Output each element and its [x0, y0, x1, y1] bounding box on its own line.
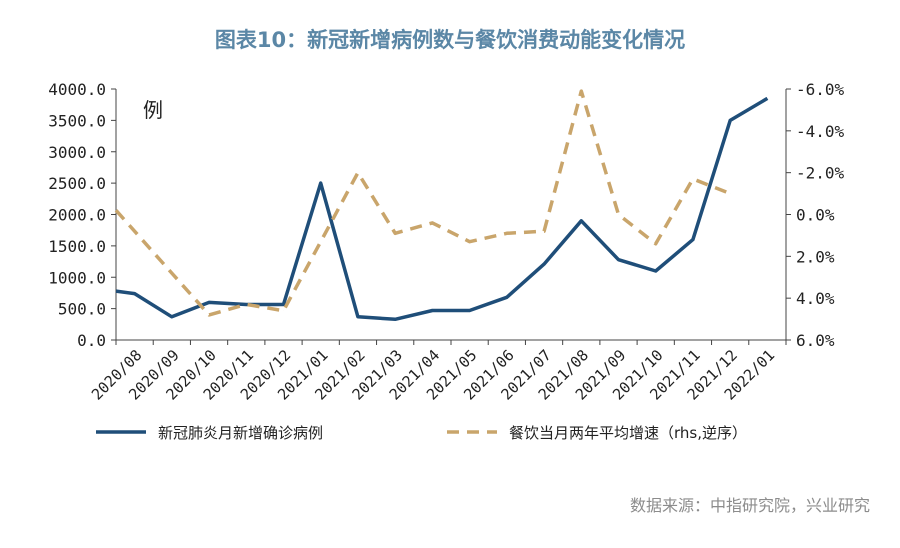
right-tick-label: -4.0%: [796, 122, 845, 141]
x-tick-labels: 2020/082020/092020/102020/112020/122021/…: [88, 346, 778, 403]
right-tick-label: 0.0%: [796, 206, 835, 225]
series-line-2: [114, 89, 731, 317]
right-tick-label: -2.0%: [796, 164, 845, 183]
legend-label-2: 餐饮当月两年平均增速（rhs,逆序）: [509, 424, 747, 442]
left-tick-label: 0.0: [77, 331, 106, 350]
axes: 0.0 500.0 1000.0 1500.0 2000.0 2500.0 3000.0 35…: [48, 80, 844, 350]
left-axis-unit-label: 例: [143, 98, 163, 122]
right-tick-label: 6.0%: [796, 331, 835, 350]
left-tick-label: 2000.0: [48, 206, 106, 225]
left-tick-label: 1000.0: [48, 268, 106, 287]
left-tick-label: 4000.0: [48, 80, 106, 99]
legend-label-1: 新冠肺炎月新增确诊病例: [158, 424, 323, 442]
right-tick-label: 4.0%: [796, 289, 835, 308]
left-tick-label: 500.0: [58, 300, 106, 319]
left-tick-label: 2500.0: [48, 174, 106, 193]
right-tick-label: -6.0%: [796, 80, 845, 99]
legend: 新冠肺炎月新增确诊病例 餐饮当月两年平均增速（rhs,逆序）: [96, 424, 747, 442]
series-layer: [114, 89, 769, 322]
series-line-1: [115, 96, 769, 322]
chart-title: 图表10：新冠新增病例数与餐饮消费动能变化情况: [214, 28, 686, 52]
left-tick-label: 3500.0: [48, 111, 106, 130]
left-tick-label: 1500.0: [48, 237, 106, 256]
right-tick-label: 2.0%: [796, 247, 835, 266]
left-tick-label: 3000.0: [48, 143, 106, 162]
source-note: 数据来源：中指研究院，兴业研究: [629, 496, 870, 515]
